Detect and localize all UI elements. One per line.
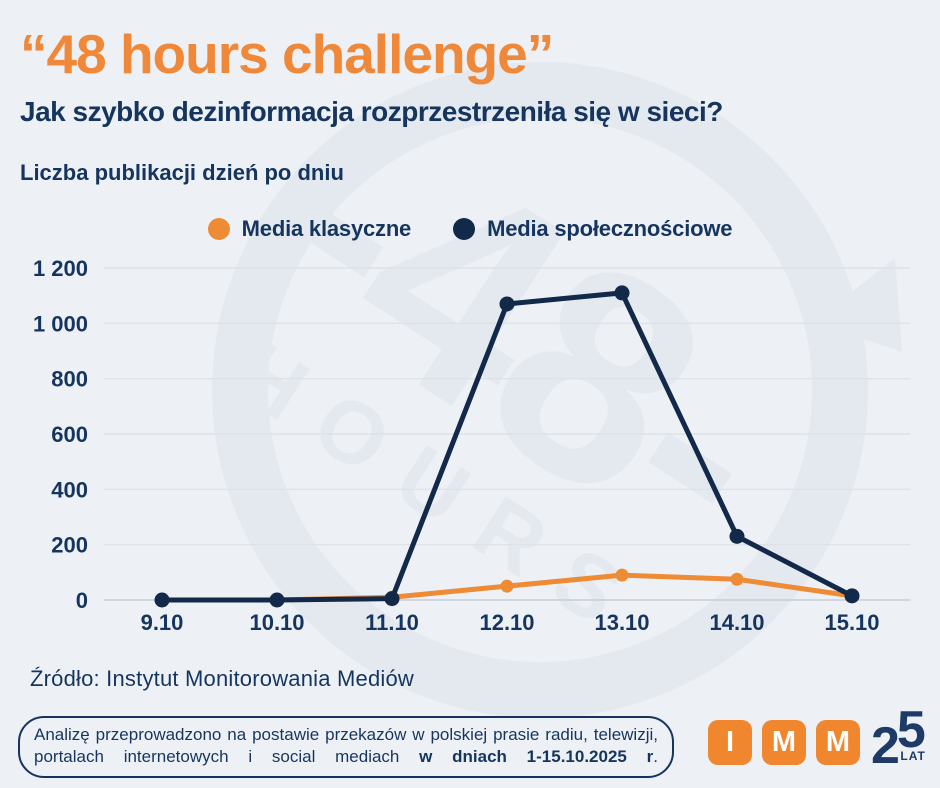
svg-text:14.10: 14.10	[709, 610, 764, 635]
legend-label: Media społecznościowe	[487, 216, 733, 241]
imm-logo-letter-m2: M	[816, 720, 860, 766]
legend-dot-orange	[207, 218, 230, 240]
svg-text:800: 800	[51, 367, 88, 392]
imm-logo-letter-i: I	[708, 720, 752, 766]
note-text: Analizę przeprowadzono na postawie przek…	[34, 725, 658, 767]
chart-caption: Liczba publikacji dzień po dniu	[20, 160, 344, 185]
legend-dot-navy	[453, 218, 476, 240]
imm-logo-boxes: I M M	[708, 720, 860, 766]
imm-years-2: 2	[871, 716, 900, 775]
note-text-bold: w dniach 1-15.10.2025 r	[419, 747, 654, 767]
page-subtitle: Jak szybko dezinformacja rozprzestrzenił…	[20, 96, 723, 127]
svg-text:600: 600	[51, 422, 88, 447]
svg-text:9.10: 9.10	[141, 610, 184, 635]
legend-label: Media klasyczne	[241, 216, 412, 241]
svg-text:10.10: 10.10	[249, 610, 304, 635]
svg-text:11.10: 11.10	[365, 610, 419, 635]
note-text-end: .	[653, 747, 658, 767]
svg-text:400: 400	[51, 477, 88, 502]
legend-item-media-spolecznosciowe: Media społecznościowe	[453, 216, 733, 242]
svg-text:15.10: 15.10	[824, 610, 879, 635]
imm-years-5: 5	[896, 701, 926, 759]
svg-text:1 000: 1 000	[33, 311, 88, 336]
source-line: Źródło: Instytut Monitorowania Mediów	[30, 666, 415, 691]
svg-text:1 200: 1 200	[33, 256, 88, 281]
svg-text:0: 0	[76, 588, 88, 613]
svg-text:13.10: 13.10	[594, 610, 649, 635]
imm-logo: I M M 2 5 LAT	[708, 704, 926, 775]
imm-25-lat: 2 5 LAT	[871, 704, 926, 775]
imm-years-lat: LAT	[900, 749, 926, 764]
svg-text:200: 200	[51, 533, 88, 558]
chart-legend: Media klasyczne Media społecznościowe	[0, 216, 940, 242]
legend-item-media-klasyczne: Media klasyczne	[207, 216, 412, 242]
svg-text:12.10: 12.10	[479, 610, 534, 635]
imm-logo-letter-m1: M	[762, 720, 806, 766]
line-chart: 0 200 400 600 800 1 000 1 200 9.10 10.10 11.10 12.…	[33, 256, 910, 635]
page-title: “48 hours challenge”	[20, 23, 554, 85]
methodology-note: Analizę przeprowadzono na postawie przek…	[18, 716, 674, 778]
